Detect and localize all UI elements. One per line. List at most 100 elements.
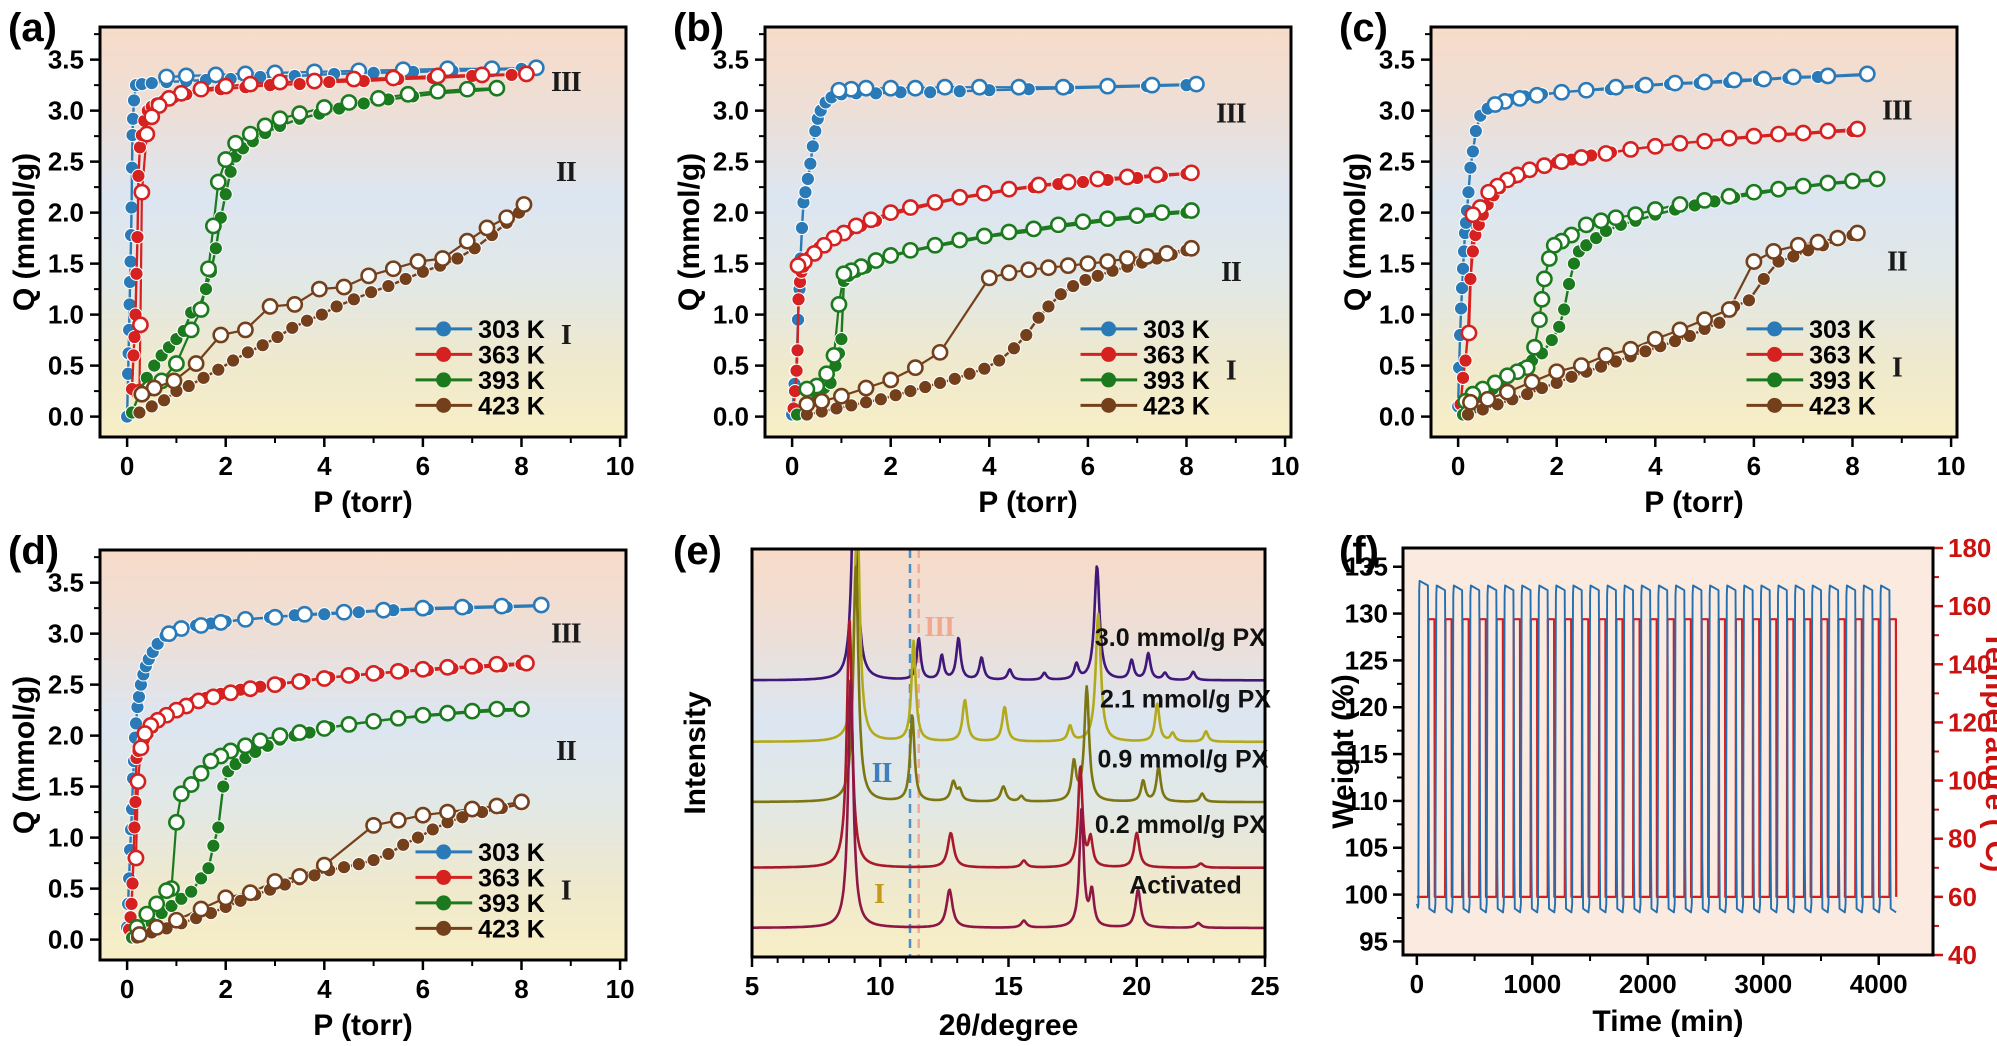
legend-label: 363 K <box>478 341 545 369</box>
svg-text:2: 2 <box>1549 451 1563 481</box>
data-point-desorption <box>1143 76 1161 94</box>
data-point-desorption <box>204 217 222 235</box>
data-point-desorption <box>1858 65 1876 83</box>
region-numeral-III: III <box>1882 96 1912 127</box>
svg-text:2.5: 2.5 <box>713 147 749 177</box>
data-point-adsorption <box>201 861 216 876</box>
legend-marker <box>1767 372 1783 388</box>
svg-text:8: 8 <box>514 451 528 481</box>
data-point-adsorption <box>858 395 874 410</box>
data-point-adsorption <box>226 353 241 368</box>
series-423K <box>132 196 533 420</box>
plot-frame <box>750 547 1267 959</box>
plot-area <box>1415 579 1898 914</box>
svg-text:2.5: 2.5 <box>1379 147 1415 177</box>
svg-text:2: 2 <box>883 451 897 481</box>
svg-text:6: 6 <box>1081 451 1095 481</box>
svg-text:3.5: 3.5 <box>1379 45 1415 75</box>
data-point-adsorption <box>803 156 818 171</box>
legend-label: 303 K <box>478 839 545 867</box>
svg-text:0: 0 <box>785 451 799 481</box>
legend-marker <box>436 895 452 911</box>
svg-text:3.0: 3.0 <box>48 96 84 126</box>
panel-b: 0 2 4 6 8 10 0.0 0.5 1.0 1.5 2.0 2.5 3.0 3.5 P (torr) Q… <box>665 0 1331 523</box>
data-point-adsorption <box>1454 280 1470 296</box>
data-point-desorption <box>1040 259 1057 277</box>
data-point-adsorption <box>131 168 146 184</box>
region-numeral-II: II <box>1887 247 1907 278</box>
legend-marker <box>1101 346 1117 362</box>
svg-text:0: 0 <box>1451 451 1465 481</box>
svg-text:1.5: 1.5 <box>713 249 749 279</box>
xrd-curve-Activated <box>752 679 1265 930</box>
data-point-desorption <box>150 97 168 114</box>
x-axis-title: P (torr) <box>313 1009 412 1042</box>
data-point-desorption <box>513 793 530 811</box>
data-point-adsorption <box>124 896 139 912</box>
data-point-desorption <box>1074 213 1092 231</box>
plot-area <box>785 75 1205 422</box>
y-axis-title: Q (mmol/g) <box>1339 153 1372 311</box>
series-363K <box>786 164 1200 416</box>
data-point-adsorption <box>255 338 270 353</box>
data-point-desorption <box>138 125 156 143</box>
panel-f: 0 1000 2000 3000 4000 95 100 105 110 115 120 125 130… <box>1331 523 1997 1046</box>
data-point-desorption <box>222 684 240 702</box>
plot-frame <box>1429 25 1959 439</box>
svg-text:2.0: 2.0 <box>48 721 84 751</box>
data-point-desorption <box>1637 76 1654 94</box>
data-point-desorption <box>1059 173 1077 191</box>
data-point-desorption <box>256 117 274 135</box>
svg-text:1.0: 1.0 <box>48 300 84 330</box>
data-point-desorption <box>1548 363 1566 381</box>
data-point-desorption <box>168 355 185 372</box>
data-point-desorption <box>1794 124 1812 142</box>
plot-area <box>120 596 550 945</box>
data-point-desorption <box>463 702 481 720</box>
data-point-adsorption <box>299 313 315 328</box>
data-point-adsorption <box>504 67 519 83</box>
region-numeral-III: III <box>551 619 581 650</box>
data-point-adsorption <box>1463 271 1478 287</box>
svg-text:1.0: 1.0 <box>713 300 749 330</box>
svg-text:2.5: 2.5 <box>48 670 84 700</box>
data-point-desorption <box>439 803 456 821</box>
svg-text:4000: 4000 <box>1850 969 1908 999</box>
data-point-desorption <box>200 260 217 278</box>
data-point-desorption <box>335 603 353 621</box>
svg-text:0: 0 <box>120 451 134 481</box>
series-423K <box>798 239 1200 422</box>
region-numeral-I: I <box>1226 356 1236 387</box>
data-point-desorption <box>291 673 309 690</box>
data-point-desorption <box>1627 206 1644 224</box>
plot-area <box>120 59 545 424</box>
legend-label: 393 K <box>1809 367 1876 395</box>
legend-marker <box>436 844 452 860</box>
svg-text:3.0: 3.0 <box>48 619 84 649</box>
data-point-desorption <box>251 732 269 750</box>
data-point-desorption <box>212 614 230 631</box>
data-point-desorption <box>1499 383 1516 401</box>
data-point-desorption <box>830 81 848 99</box>
data-point-desorption <box>1486 96 1504 113</box>
data-point-desorption <box>1099 77 1117 95</box>
data-point-desorption <box>429 82 447 100</box>
data-point-adsorption <box>351 605 366 620</box>
data-point-desorption <box>315 670 333 687</box>
data-point-desorption <box>389 662 407 680</box>
data-point-desorption <box>1671 321 1689 339</box>
data-point-adsorption <box>128 716 144 731</box>
data-point-adsorption <box>1552 319 1567 334</box>
svg-text:120: 120 <box>1948 707 1991 737</box>
svg-text:1.5: 1.5 <box>48 249 84 279</box>
data-point-desorption <box>1000 264 1018 282</box>
data-point-desorption <box>177 67 195 85</box>
svg-text:4: 4 <box>317 451 332 481</box>
data-point-desorption <box>1696 73 1713 91</box>
svg-text:1.5: 1.5 <box>1379 249 1415 279</box>
data-point-adsorption <box>1458 353 1473 368</box>
data-point-desorption <box>202 752 220 770</box>
data-point-adsorption <box>174 891 189 906</box>
region-numeral-II: II <box>556 736 576 767</box>
legend-marker <box>1101 372 1117 388</box>
